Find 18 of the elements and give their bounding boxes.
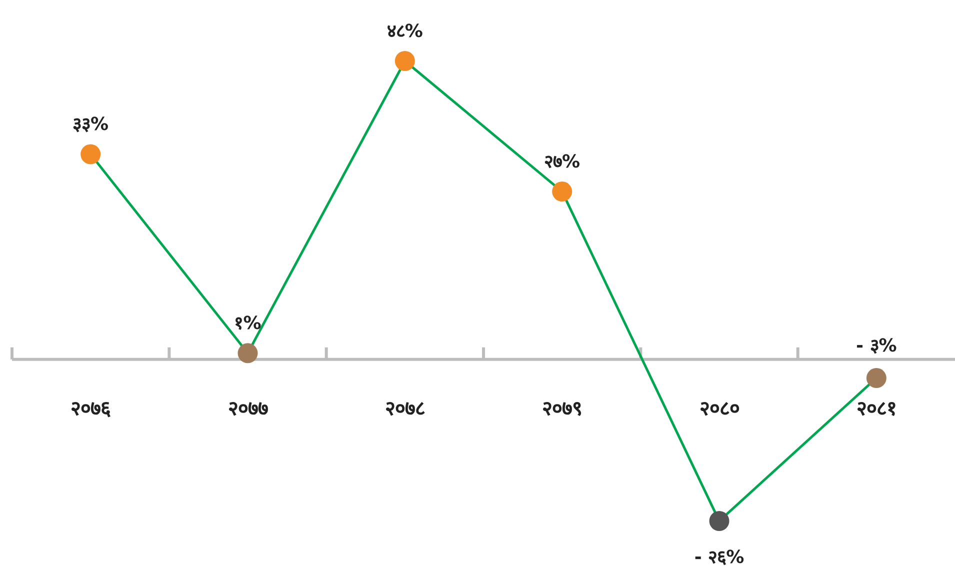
x-tick-label: २०७८ — [384, 396, 425, 420]
x-tick-label: २०८० — [699, 396, 740, 420]
data-label: ३३% — [72, 114, 109, 136]
data-label: १% — [234, 313, 262, 334]
data-label: - २६% — [694, 547, 744, 566]
point — [238, 343, 258, 364]
point — [80, 144, 101, 164]
point — [394, 51, 415, 71]
point — [709, 511, 730, 531]
x-tick-label: २०७९ — [542, 396, 582, 420]
data-label: २७% — [544, 152, 580, 173]
x-tick-label: २०७६ — [70, 396, 112, 420]
data-label: - ३% — [856, 335, 897, 356]
x-tick-label: २०८१ — [856, 396, 896, 420]
point — [866, 368, 886, 388]
data-label: ४८% — [386, 21, 423, 42]
point — [552, 182, 572, 202]
x-tick-label: २०७७ — [228, 396, 268, 420]
